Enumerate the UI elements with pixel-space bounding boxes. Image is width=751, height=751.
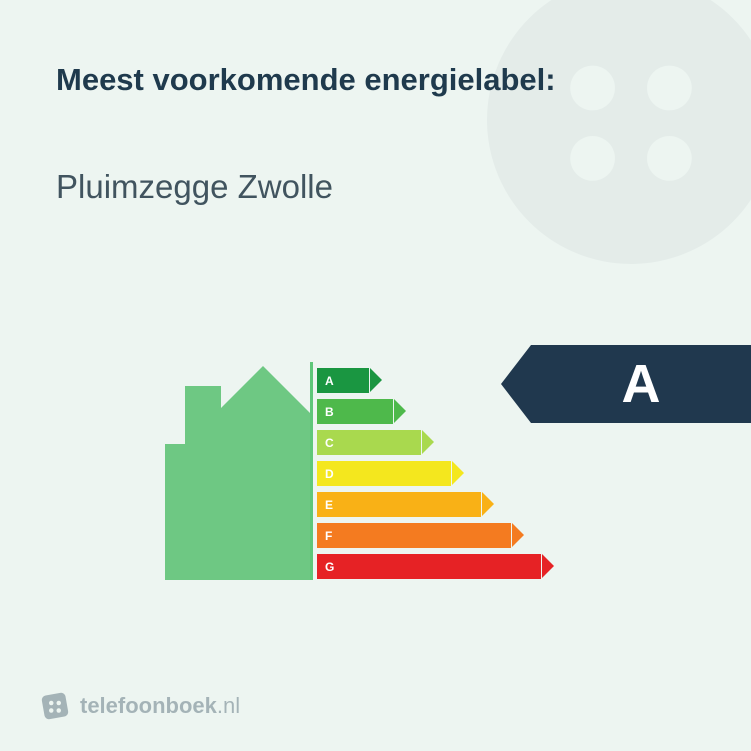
brand-text: telefoonboek.nl — [80, 693, 240, 719]
badge-arrow-icon — [501, 345, 531, 423]
brand-name: telefoonboek — [80, 693, 217, 718]
chart-divider — [310, 362, 313, 580]
energy-bar-f: F — [317, 523, 541, 548]
bar-label: E — [325, 498, 333, 512]
result-badge: A — [531, 345, 751, 423]
bar-label: G — [325, 560, 334, 574]
bar-label: D — [325, 467, 334, 481]
result-letter: A — [622, 353, 661, 415]
brand-logo-icon — [40, 691, 70, 721]
bar-label: B — [325, 405, 334, 419]
energy-bar-e: E — [317, 492, 541, 517]
energy-bar-g: G — [317, 554, 541, 579]
bar-label: A — [325, 374, 334, 388]
watermark-icon — [471, 0, 751, 280]
bar-label: F — [325, 529, 332, 543]
energy-bar-c: C — [317, 430, 541, 455]
energy-bar-d: D — [317, 461, 541, 486]
location-name: Pluimzegge Zwolle — [56, 168, 333, 206]
brand-tld: .nl — [217, 693, 240, 718]
bar-label: C — [325, 436, 334, 450]
page-title: Meest voorkomende energielabel: — [56, 62, 556, 98]
house-icon — [165, 360, 310, 580]
footer-brand: telefoonboek.nl — [40, 691, 240, 721]
